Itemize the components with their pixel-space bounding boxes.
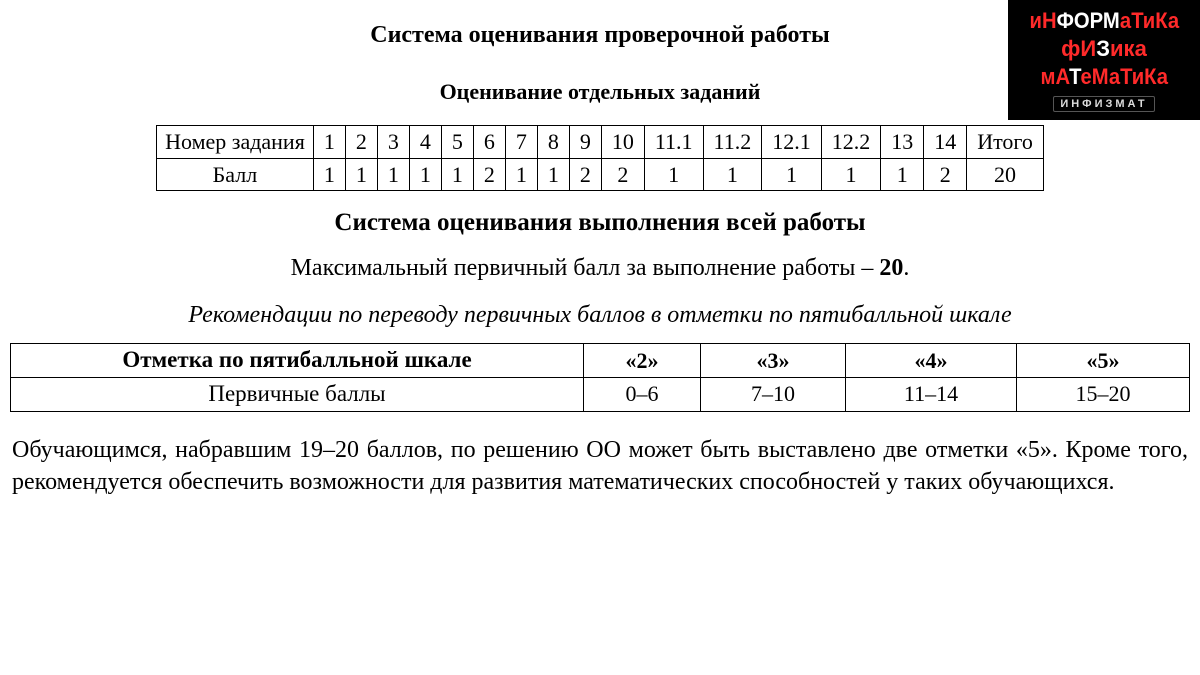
task-number: 3 xyxy=(377,126,409,159)
task-score: 1 xyxy=(409,158,441,191)
grades-header-cell: «2» xyxy=(584,344,701,378)
grades-row-cell: 15–20 xyxy=(1016,377,1189,411)
brand-logo: иНФОРМаТиКа фИЗика мАТеМаТиКа ИНФИЗМАТ xyxy=(1008,0,1200,120)
recommendations-title: Рекомендации по переводу первичных балло… xyxy=(10,302,1190,329)
task-number: 12.2 xyxy=(821,126,881,159)
task-number: 10 xyxy=(601,126,644,159)
task-score: 1 xyxy=(821,158,881,191)
task-number: 9 xyxy=(569,126,601,159)
table-row: Балл 1 1 1 1 1 2 1 1 2 2 1 1 1 1 1 2 20 xyxy=(157,158,1044,191)
task-number: 11.2 xyxy=(703,126,762,159)
grades-row-cell: 11–14 xyxy=(846,377,1017,411)
table-row: Номер задания 1 2 3 4 5 6 7 8 9 10 11.1 … xyxy=(157,126,1044,159)
table-row: Первичные баллы 0–6 7–10 11–14 15–20 xyxy=(11,377,1190,411)
task-score: 1 xyxy=(377,158,409,191)
task-score: 1 xyxy=(345,158,377,191)
task-number: 14 xyxy=(924,126,967,159)
task-score: 1 xyxy=(881,158,924,191)
task-number: 4 xyxy=(409,126,441,159)
grades-row-cell: 0–6 xyxy=(584,377,701,411)
table-row: Отметка по пятибалльной шкале «2» «3» «4… xyxy=(11,344,1190,378)
logo-line-informatika: иНФОРМаТиКа xyxy=(1029,8,1179,34)
task-score: 1 xyxy=(313,158,345,191)
max-score-prefix: Максимальный первичный балл за выполнени… xyxy=(291,255,880,281)
task-number: 6 xyxy=(473,126,505,159)
task-score: 2 xyxy=(601,158,644,191)
logo-line-matematika: мАТеМаТиКа xyxy=(1040,64,1167,90)
task-score: 1 xyxy=(441,158,473,191)
logo-footer: ИНФИЗМАТ xyxy=(1053,96,1154,112)
logo-line-fizika: фИЗика xyxy=(1061,36,1147,62)
tasks-score-table: Номер задания 1 2 3 4 5 6 7 8 9 10 11.1 … xyxy=(156,125,1044,191)
task-number: 2 xyxy=(345,126,377,159)
max-score-value: 20 xyxy=(879,255,903,281)
task-number: 1 xyxy=(313,126,345,159)
section-title-overall: Система оценивания выполнения всей работ… xyxy=(10,209,1190,237)
row-label: Номер задания xyxy=(157,126,314,159)
grades-row-cell: Первичные баллы xyxy=(11,377,584,411)
task-score: 1 xyxy=(703,158,762,191)
task-number: 12.1 xyxy=(762,126,822,159)
task-number: 5 xyxy=(441,126,473,159)
task-score: 20 xyxy=(967,158,1044,191)
grades-header-cell: «5» xyxy=(1016,344,1189,378)
task-score: 1 xyxy=(644,158,703,191)
grades-header-cell: «3» xyxy=(701,344,846,378)
task-score: 2 xyxy=(924,158,967,191)
task-score: 1 xyxy=(505,158,537,191)
row-label: Балл xyxy=(157,158,314,191)
task-number: 13 xyxy=(881,126,924,159)
task-score: 1 xyxy=(537,158,569,191)
task-number: 11.1 xyxy=(644,126,703,159)
max-score-line: Максимальный первичный балл за выполнени… xyxy=(10,255,1190,282)
task-number: Итого xyxy=(967,126,1044,159)
footnote-paragraph: Обучающимся, набравшим 19–20 баллов, по … xyxy=(12,434,1188,499)
task-score: 2 xyxy=(569,158,601,191)
task-score: 2 xyxy=(473,158,505,191)
grades-row-cell: 7–10 xyxy=(701,377,846,411)
task-score: 1 xyxy=(762,158,822,191)
task-number: 8 xyxy=(537,126,569,159)
grades-header-cell: Отметка по пятибалльной шкале xyxy=(11,344,584,378)
grades-header-cell: «4» xyxy=(846,344,1017,378)
grades-conversion-table: Отметка по пятибалльной шкале «2» «3» «4… xyxy=(10,343,1190,412)
max-score-suffix: . xyxy=(903,255,909,281)
task-number: 7 xyxy=(505,126,537,159)
